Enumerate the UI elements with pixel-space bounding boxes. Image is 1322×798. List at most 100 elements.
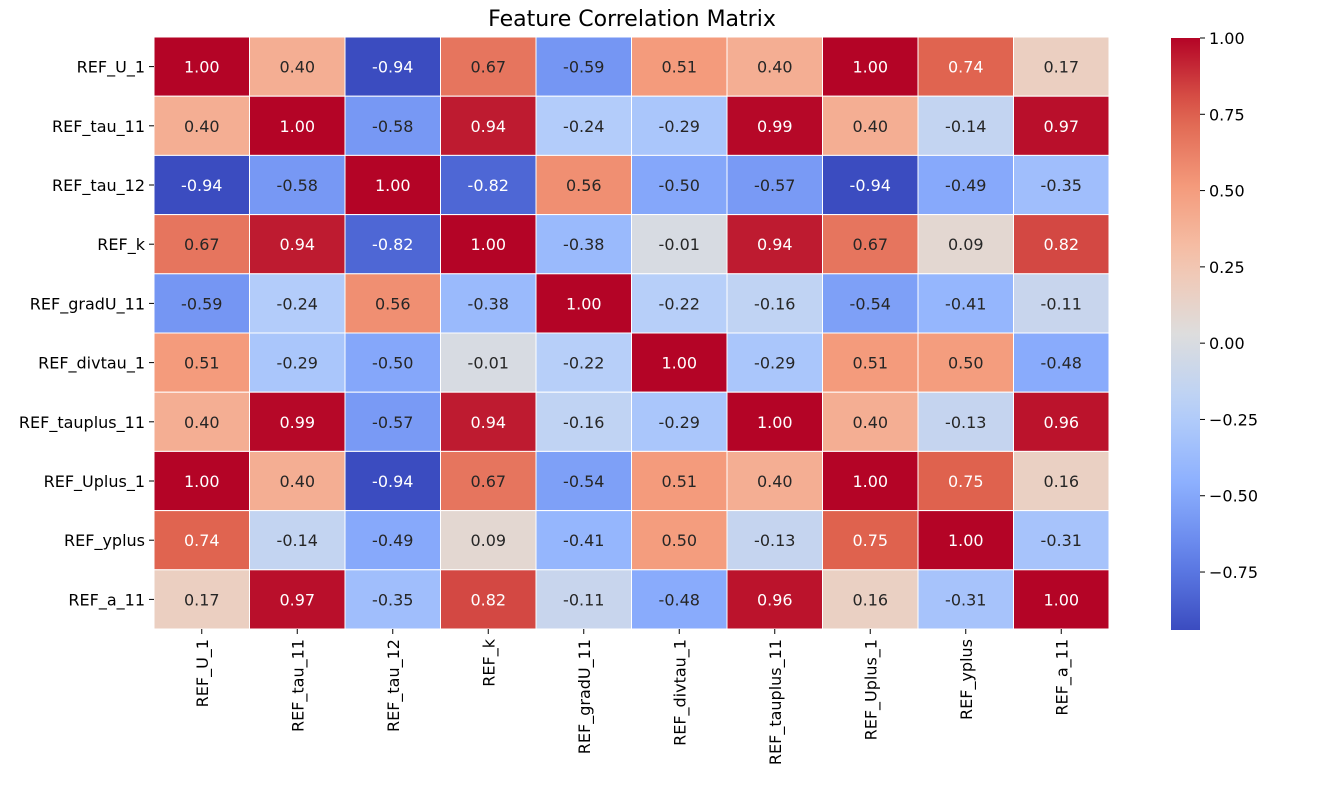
heatmap-cell-value: 0.82 bbox=[1043, 235, 1079, 254]
heatmap-cell bbox=[1013, 95, 1110, 156]
x-axis-tick-label: REF_divtau_1 bbox=[670, 639, 690, 746]
heatmap-cell bbox=[344, 332, 441, 393]
heatmap-cell bbox=[535, 214, 632, 275]
y-axis-tick-label: REF_yplus bbox=[64, 531, 145, 551]
heatmap-cell-value: 0.40 bbox=[279, 472, 315, 491]
colorbar: 1.00 0.75 0.50 0.25 0.00 −0.25 −0.50 −0.75 bbox=[1171, 29, 1258, 630]
heatmap-cell bbox=[917, 569, 1014, 630]
heatmap-cell bbox=[917, 95, 1014, 156]
colorbar-tick-label: 0.50 bbox=[1209, 182, 1245, 201]
colorbar-gradient bbox=[1171, 38, 1200, 630]
heatmap-cell-value: -0.31 bbox=[945, 590, 986, 609]
x-axis-tick-label: REF_a_11 bbox=[1052, 639, 1072, 716]
y-axis-tick-label: REF_tau_12 bbox=[52, 176, 145, 196]
heatmap-cell-value: 0.40 bbox=[279, 58, 315, 77]
heatmap-cell bbox=[344, 154, 441, 216]
heatmap-cell bbox=[440, 510, 537, 571]
heatmap-cell bbox=[822, 391, 919, 452]
heatmap-cell-value: 0.99 bbox=[279, 413, 315, 432]
heatmap-cell-value: -0.58 bbox=[372, 117, 413, 136]
heatmap-cell-value: 0.51 bbox=[661, 472, 697, 491]
heatmap-cell bbox=[631, 450, 728, 512]
heatmap-cell bbox=[631, 95, 728, 156]
heatmap-cell bbox=[822, 450, 919, 512]
heatmap-cell-value: -0.13 bbox=[945, 413, 986, 432]
heatmap-cell-value: 1.00 bbox=[852, 58, 888, 77]
heatmap-cell-value: 0.97 bbox=[1043, 117, 1079, 136]
heatmap-cell-value: 0.09 bbox=[470, 531, 506, 550]
heatmap-cell-value: 0.75 bbox=[948, 472, 984, 491]
heatmap-cell bbox=[1013, 36, 1110, 97]
heatmap-cell-value: -0.01 bbox=[468, 354, 509, 373]
heatmap-cell bbox=[535, 510, 632, 571]
y-axis-tick-label: REF_divtau_1 bbox=[38, 354, 145, 374]
heatmap-cell-value: -0.35 bbox=[1041, 176, 1082, 195]
colorbar-tick-label: −0.50 bbox=[1209, 487, 1258, 506]
heatmap-cell-value: 0.09 bbox=[948, 235, 984, 254]
heatmap-cell-value: -0.48 bbox=[659, 590, 700, 609]
colorbar-tick-label: 0.75 bbox=[1209, 105, 1245, 124]
x-axis-tick-label: REF_tauplus_11 bbox=[766, 639, 786, 765]
heatmap-cell-value: 1.00 bbox=[852, 472, 888, 491]
heatmap-cell-value: 0.74 bbox=[948, 58, 984, 77]
heatmap-cell-value: -0.54 bbox=[563, 472, 604, 491]
y-axis-tick-label: REF_U_1 bbox=[77, 58, 145, 78]
heatmap-cell bbox=[726, 391, 823, 452]
y-axis-tick-label: REF_Uplus_1 bbox=[44, 472, 145, 492]
heatmap-cell-value: -0.54 bbox=[850, 294, 891, 313]
heatmap-cell-value: 1.00 bbox=[661, 354, 697, 373]
x-axis-tick-label: REF_U_1 bbox=[193, 639, 213, 707]
heatmap-cell bbox=[917, 332, 1014, 393]
heatmap-cell-value: 0.40 bbox=[184, 413, 220, 432]
heatmap-cell-value: 0.40 bbox=[184, 117, 220, 136]
heatmap-cell bbox=[153, 332, 250, 393]
heatmap-cell bbox=[535, 450, 632, 512]
heatmap-cell bbox=[822, 569, 919, 630]
heatmap-cell-value: -0.29 bbox=[659, 117, 700, 136]
heatmap-cell-value: -0.94 bbox=[181, 176, 222, 195]
x-axis-tick-label: REF_gradU_11 bbox=[575, 639, 595, 754]
heatmap-cell-value: 0.75 bbox=[852, 531, 888, 550]
heatmap-cell-value: 0.16 bbox=[852, 590, 888, 609]
heatmap-cell-value: 1.00 bbox=[566, 294, 602, 313]
colorbar-tick-label: 0.00 bbox=[1209, 334, 1245, 353]
heatmap-cell-value: -0.35 bbox=[372, 590, 413, 609]
heatmap-cell-value: -0.11 bbox=[1041, 294, 1082, 313]
heatmap-cell-value: 0.97 bbox=[279, 590, 315, 609]
heatmap-cell bbox=[535, 154, 632, 216]
heatmap-cell-value: 0.94 bbox=[757, 235, 793, 254]
heatmap-cell-value: -0.31 bbox=[1041, 531, 1082, 550]
heatmap-cell bbox=[440, 569, 537, 630]
heatmap-cell bbox=[249, 450, 346, 512]
heatmap-cell bbox=[822, 214, 919, 275]
heatmap-cell-value: -0.38 bbox=[563, 235, 604, 254]
heatmap-cell bbox=[535, 273, 632, 334]
heatmap-cell bbox=[1013, 569, 1110, 630]
heatmap-cell-value: -0.41 bbox=[945, 294, 986, 313]
heatmap-cell bbox=[726, 273, 823, 334]
heatmap-cell-value: -0.50 bbox=[659, 176, 700, 195]
heatmap-cell-value: 1.00 bbox=[948, 531, 984, 550]
heatmap-cell bbox=[1013, 450, 1110, 512]
heatmap-cell bbox=[726, 510, 823, 571]
heatmap-cell bbox=[726, 450, 823, 512]
heatmap-cell-value: 0.50 bbox=[661, 531, 697, 550]
chart-title: Feature Correlation Matrix bbox=[488, 7, 776, 32]
heatmap-cell bbox=[344, 273, 441, 334]
heatmap-cell-value: -0.16 bbox=[563, 413, 604, 432]
heatmap-cell-value: 0.67 bbox=[470, 58, 506, 77]
heatmap-cell bbox=[822, 95, 919, 156]
heatmap-cell-value: 1.00 bbox=[184, 58, 220, 77]
heatmap-cell bbox=[153, 36, 250, 97]
heatmap-cell-value: 0.74 bbox=[184, 531, 220, 550]
heatmap-cell-value: -0.14 bbox=[277, 531, 318, 550]
heatmap-cell bbox=[440, 95, 537, 156]
heatmap-cell-value: -0.22 bbox=[563, 354, 604, 373]
heatmap-cell-value: 0.16 bbox=[1043, 472, 1079, 491]
heatmap-cell-value: 1.00 bbox=[1043, 590, 1079, 609]
heatmap-cell-value: -0.29 bbox=[659, 413, 700, 432]
x-axis-tick-label: REF_k bbox=[479, 638, 499, 686]
heatmap-cell-value: -0.24 bbox=[563, 117, 604, 136]
heatmap-cell-value: 0.94 bbox=[279, 235, 315, 254]
